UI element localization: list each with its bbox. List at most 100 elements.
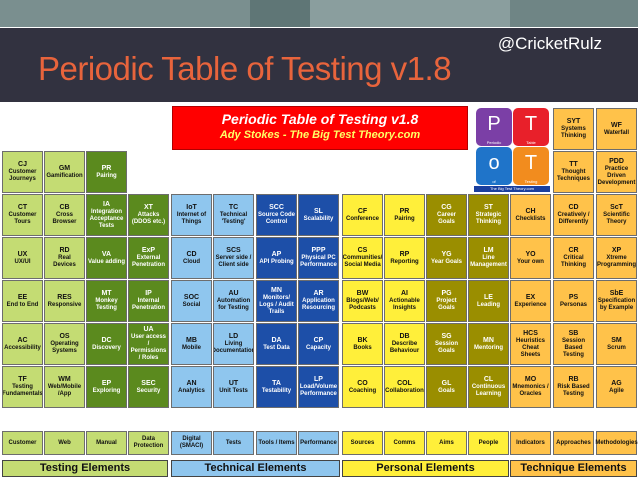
element-name: Project Goals [436,298,457,311]
element-symbol: RP [399,250,410,258]
top-strip-segment [250,0,310,27]
element-ta: TA Testability [256,366,297,408]
element-symbol: EP [101,379,112,387]
element-symbol: CT [17,204,28,211]
element-name: Internet of Things [176,212,207,225]
element-pdd: PDD Practice Driven Development [596,151,637,193]
element-name: Source Code Control [258,212,296,225]
element-co: CO Coaching [342,366,383,408]
element-symbol: IoT [186,204,197,211]
element-name: Security [136,387,161,394]
element-name: Attacks (DDOS etc.) [131,212,166,225]
element-symbol: TC [228,204,239,211]
element-name: Continuous Learning [471,384,506,397]
element-name: Scientific Theory [603,212,630,225]
element-symbol: PS [568,293,579,301]
logo-tile-letter: T [524,113,538,135]
element-yo: YO Your own [510,237,551,279]
element-symbol: XP [611,247,622,254]
element-name: Agile [609,387,624,394]
element-name: Real Devices [53,255,76,268]
element-mn: MN Mentoring [468,323,509,365]
element-name: Discovery [92,344,121,351]
element-sbe: SbE Specification by Example [596,280,637,322]
element-symbol: VA [101,250,112,258]
element-name: Server side / Client side [215,255,252,268]
element-symbol: SbE [609,290,624,297]
legend-technical: Technical Elements [171,460,340,477]
element-symbol: MN [483,336,494,344]
element-scc: SCC Source Code Control [256,194,297,236]
element-lm: LM Line Management [468,237,509,279]
element-wm: WM Web/Mobile /App [44,366,85,408]
category-cell: Sources [342,431,383,455]
element-cd: CD Creatively / Differently [553,194,594,236]
element-os: OS Operating Systems [44,323,85,365]
element-name: Conference [345,215,379,222]
element-tf: TF Testing Fundamentals [2,366,43,408]
category-cell: People [468,431,509,455]
element-name: Load/Volume Performance [299,384,338,397]
element-sl: SL Scalability [298,194,339,236]
element-db: DB Describe Behaviour [384,323,425,365]
element-symbol: LM [483,247,494,254]
element-symbol: BW [356,290,369,297]
element-mb: MB Mobile [171,323,212,365]
element-name: Career Goals [436,212,456,225]
element-yg: YG Year Goals [426,237,467,279]
element-symbol: AP [271,250,282,258]
element-iot: IoT Internet of Things [171,194,212,236]
category-cell: Indicators [510,431,551,455]
element-ua: UA User access / Permissions / Roles [128,323,169,365]
element-symbol: PG [441,290,452,297]
element-name: Scrum [607,344,626,351]
element-symbol: ExP [141,247,156,254]
element-symbol: PR [399,207,410,215]
element-ch: CH Checklists [510,194,551,236]
element-symbol: ScT [610,204,623,211]
element-symbol: IA [103,200,110,208]
element-name: Internal Penetration [131,298,165,311]
element-ppp: PPP Physical PC Performance [298,237,339,279]
element-va: VA Value adding [86,237,127,279]
element-symbol: TA [272,379,281,387]
element-name: Goals [438,387,455,394]
element-ai: AI Actionable Insights [384,280,425,322]
element-symbol: SEC [141,379,156,387]
element-symbol: CO [357,379,368,387]
element-symbol: AG [611,379,622,387]
element-symbol: COL [397,379,412,387]
category-cell: Data Protection [128,431,169,455]
logo-tile-p: P Periodic [476,108,512,146]
element-symbol: CD [568,204,579,211]
element-symbol: AI [401,290,408,297]
element-name: Testability [261,387,292,394]
table-header-title: Periodic Table of Testing v1.8 [221,111,419,127]
element-symbol: CS [357,247,368,254]
element-ep: EP Exploring [86,366,127,408]
element-symbol: CD [186,250,197,258]
element-name: Customer Journeys [8,169,37,182]
element-rp: RP Reporting [384,237,425,279]
element-name: Year Goals [430,258,463,265]
element-symbol: DA [271,336,282,344]
category-cell: Aims [426,431,467,455]
element-cr: CR Critical Thinking [553,237,594,279]
legend-technique: Technique Elements [510,460,637,477]
element-sb: SB Session Based Testing [553,323,594,365]
element-name: Specification by Example [597,298,636,311]
element-dc: DC Discovery [86,323,127,365]
element-symbol: AN [186,379,197,387]
element-name: Communities/ Social Media [342,255,383,268]
element-symbol: LP [314,376,323,383]
category-cell: Tools / Items [256,431,297,455]
element-ld: LD Living Documentation [213,323,254,365]
element-sg: SG Session Goals [426,323,467,365]
logo-tile-o: o of [476,147,512,185]
element-name: Pairing [96,172,117,179]
element-name: Collaboration [385,387,424,394]
element-col: COL Collaboration [384,366,425,408]
element-sm: SM Scrum [596,323,637,365]
element-xt: XT Attacks (DDOS etc.) [128,194,169,236]
element-name: Testing Fundamentals [2,384,43,397]
